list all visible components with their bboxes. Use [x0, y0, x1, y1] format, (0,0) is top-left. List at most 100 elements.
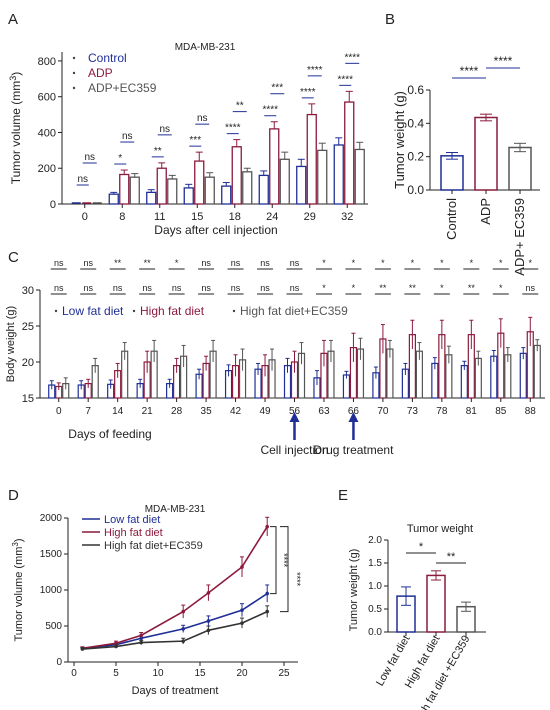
panel-e-y-tick-label: 1.5	[368, 558, 382, 569]
panel-d-legend-label: High fat diet	[104, 527, 163, 539]
panel-a-y-tick-label: 0	[50, 199, 56, 211]
panel-d-sig-bracket	[270, 526, 277, 595]
panel-d-point	[265, 524, 270, 529]
panel-c-x-tick-label: 78	[436, 406, 448, 417]
panel-c-sig-label: *	[440, 283, 444, 293]
panel-a-bar	[194, 160, 205, 205]
panel-c-x-tick-label: 56	[289, 406, 301, 417]
panel-d-point	[206, 591, 211, 595]
panel-c-sig-label: *	[440, 258, 444, 268]
panel-c-sig-label: *	[381, 258, 385, 268]
panel-b-sig-label: ****	[494, 54, 513, 68]
panel-b-bar	[508, 146, 532, 191]
panel-c-legend-marker	[232, 309, 236, 313]
panel-c-sig-label: *	[322, 258, 326, 268]
panel-c-sig-label: *	[175, 258, 179, 268]
panel-a-sig-label: ns	[122, 131, 133, 142]
panel-b-bar	[474, 116, 498, 191]
panel-c-x-tick-label: 85	[495, 406, 507, 417]
panel-a-bar	[221, 185, 232, 205]
panel-e-sig-label: *	[419, 541, 424, 553]
panel-d-point	[181, 609, 185, 614]
panel-a-bar	[119, 173, 130, 205]
panel-c-sig-label: ns	[290, 258, 300, 268]
panel-a-bar	[129, 176, 140, 205]
panel-e-title: Tumor weight	[407, 523, 473, 535]
panel-d-y-tick-label: 2000	[40, 513, 63, 524]
panel-c-x-tick-label: 7	[85, 406, 91, 417]
panel-d-x-tick-label: 10	[152, 668, 164, 679]
panel-d-legend-label: Low fat diet	[104, 514, 160, 526]
panel-c-x-tick-label: 35	[201, 406, 213, 417]
panel-c-legend-marker	[132, 309, 136, 313]
panel-c-arrow-label: Cell injection	[260, 443, 328, 457]
panel-c-x-tick-label: 81	[466, 406, 478, 417]
panel-a-x-label: Days after cell injection	[154, 223, 277, 237]
panel-a-sig-label: ns	[159, 124, 170, 135]
panel-b-sig-label: ****	[460, 64, 479, 78]
panel-a-legend-label: ADP+EC359	[88, 81, 157, 95]
panel-c-sig-label: *	[322, 283, 326, 293]
panel-a-sig-label: ****	[262, 105, 278, 116]
panel-c-y-tick-label: 15	[22, 393, 34, 405]
panel-b-y-tick-label: 0.0	[407, 183, 424, 197]
panel-a-sig-label: ****	[307, 65, 323, 76]
panel-a-bar	[306, 113, 317, 205]
panel-c-legend-label: High fat diet+EC359	[240, 304, 348, 318]
panel-a-y-tick-label: 400	[38, 127, 56, 139]
panel-c-x-tick-label: 0	[56, 406, 62, 417]
panel-c-sig-label: ns	[83, 283, 93, 293]
panel-d-point	[240, 608, 244, 612]
panel-a-bar	[354, 148, 365, 205]
panel-c-x-tick-label: 42	[230, 406, 242, 417]
panel-a-y-label: Tumor volume (mm3)	[8, 72, 23, 185]
panel-a-bar	[344, 101, 355, 205]
panel-b-x-tick-label: ADP	[478, 198, 493, 225]
panel-a-legend-marker	[72, 71, 76, 75]
panel-c-y-label: Body weight (g)	[5, 306, 17, 382]
panel-c-y-tick-label: 20	[22, 357, 34, 369]
panel-e-y-label: Tumor weight (g)	[348, 549, 360, 632]
panel-d-y-tick-label: 0	[56, 657, 62, 668]
panel-c-x-tick-label: 49	[259, 406, 271, 417]
panel-d-point	[181, 627, 185, 631]
panel-a-sig-label: ns	[197, 113, 208, 124]
panel-a-bar	[108, 193, 119, 205]
panel-e-y-tick-label: 0.5	[368, 604, 382, 615]
panel-c-bar	[533, 344, 541, 399]
panel-d-point	[265, 591, 270, 596]
panel-d-x-tick-label: 0	[71, 668, 77, 679]
panel-b-bar	[440, 155, 464, 191]
panel-letter-c: C	[8, 249, 19, 266]
panel-c-sig-label: **	[409, 283, 417, 293]
panel-a-legend-marker	[72, 86, 76, 90]
panel-c-sig-label: **	[114, 258, 122, 268]
panel-e-sig-label: **	[447, 551, 456, 563]
panel-d-point	[114, 644, 118, 649]
panel-c-sig-label: ns	[142, 283, 152, 293]
panel-d-sig-label: ****	[279, 553, 289, 568]
panel-c-sig-label: ns	[172, 283, 182, 293]
panel-c-x-tick-label: 66	[348, 406, 360, 417]
panel-c-sig-label: ns	[231, 258, 241, 268]
panel-b-x-tick-label: Control	[444, 198, 459, 240]
panel-d-y-label: Tumor volume (mm3)	[11, 538, 25, 641]
panel-a-legend-marker	[72, 56, 76, 60]
panel-e-y-tick-label: 1.0	[368, 581, 382, 592]
panel-letter-a: A	[8, 11, 18, 28]
panel-c-sig-label: *	[499, 258, 503, 268]
panel-a-bar	[204, 176, 215, 205]
panel-d-point	[139, 640, 143, 645]
panel-a-sig-label: **	[236, 101, 244, 112]
panel-d-x-tick-label: 15	[194, 668, 206, 679]
panel-a-bar	[317, 149, 328, 205]
panel-c-sig-label: ns	[231, 283, 241, 293]
panel-a-sig-label: **	[154, 146, 162, 157]
panel-c-sig-label: ns	[54, 258, 64, 268]
panel-a-x-tick-label: 29	[304, 211, 316, 223]
panel-e-y-tick-label: 0.0	[368, 627, 382, 638]
panel-c-arrow-label: Drug treatment	[313, 443, 394, 457]
panel-a-x-tick-label: 18	[229, 211, 241, 223]
panel-d-point	[139, 633, 143, 638]
panel-a-sig-label: ns	[84, 152, 95, 163]
